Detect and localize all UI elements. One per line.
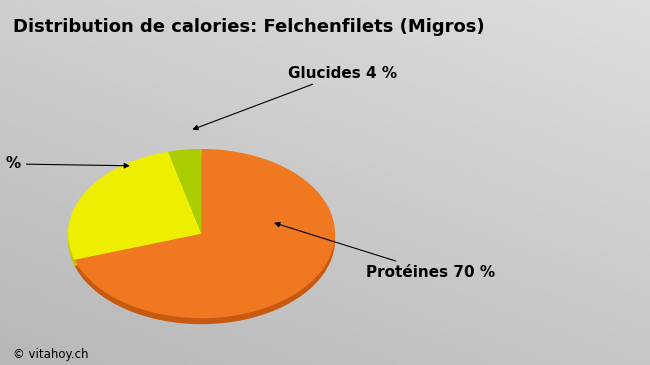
- Text: Glucides 4 %: Glucides 4 %: [194, 65, 397, 130]
- Text: Lipides 26 %: Lipides 26 %: [0, 156, 129, 171]
- Text: Protéines 70 %: Protéines 70 %: [275, 222, 495, 280]
- Wedge shape: [68, 158, 202, 266]
- Wedge shape: [168, 149, 202, 234]
- Wedge shape: [68, 151, 202, 260]
- Wedge shape: [75, 149, 335, 318]
- Wedge shape: [75, 155, 335, 324]
- Text: Distribution de calories: Felchenfilets (Migros): Distribution de calories: Felchenfilets …: [13, 18, 485, 36]
- Wedge shape: [168, 155, 202, 239]
- Text: © vitahoy.ch: © vitahoy.ch: [13, 348, 88, 361]
